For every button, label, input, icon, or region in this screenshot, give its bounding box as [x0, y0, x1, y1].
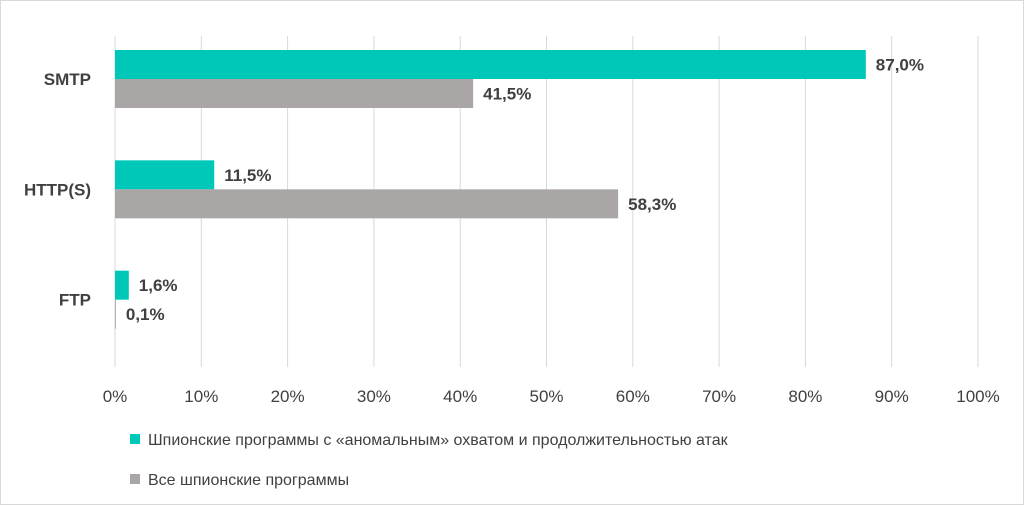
data-label: 1,6% [139, 276, 178, 295]
data-label: 11,5% [224, 166, 271, 185]
bar-smtp-series-1 [115, 50, 866, 79]
x-tick-label: 40% [443, 387, 477, 406]
x-tick-label: 80% [788, 387, 822, 406]
data-label: 0,1% [126, 305, 165, 324]
x-tick-label: 10% [184, 387, 218, 406]
bar-https-series-2 [115, 189, 619, 219]
data-label: 41,5% [483, 85, 531, 104]
bar-ftp-series-1 [115, 270, 129, 300]
bar-smtp-series-2 [115, 79, 474, 108]
legend-swatch [130, 434, 140, 444]
legend-swatch [130, 474, 140, 484]
bar-ftp-series-2 [115, 299, 116, 329]
bar-https-series-1 [115, 160, 215, 190]
category-label: FTP [59, 291, 91, 310]
x-tick-label: 20% [271, 387, 305, 406]
legend-label: Шпионские программы с «аномальным» охват… [148, 432, 729, 449]
x-tick-label: 60% [616, 387, 650, 406]
data-label: 87,0% [876, 56, 924, 75]
category-label: HTTP(S) [24, 180, 91, 199]
x-tick-label: 70% [702, 387, 736, 406]
x-tick-label: 90% [875, 387, 909, 406]
x-tick-label: 100% [956, 387, 999, 406]
x-tick-label: 50% [529, 387, 563, 406]
category-label: SMTP [44, 70, 91, 89]
data-label: 58,3% [628, 195, 676, 214]
legend-label: Все шпионские программы [148, 472, 349, 489]
x-tick-label: 30% [357, 387, 391, 406]
x-tick-label: 0% [103, 387, 128, 406]
